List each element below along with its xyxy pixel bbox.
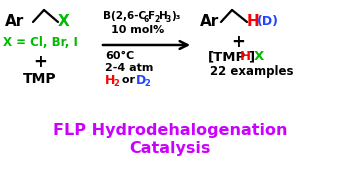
Text: ]: ] xyxy=(248,50,254,64)
Text: 6: 6 xyxy=(143,15,148,23)
Text: or: or xyxy=(118,75,139,85)
Text: B(2,6-C: B(2,6-C xyxy=(103,11,146,21)
Text: 10 mol%: 10 mol% xyxy=(111,25,164,35)
Text: TMP: TMP xyxy=(23,72,57,86)
Text: Ar: Ar xyxy=(200,15,219,29)
Text: Catalysis: Catalysis xyxy=(129,140,211,156)
Text: +: + xyxy=(231,33,245,51)
Text: D: D xyxy=(136,74,146,87)
Text: 2-4 atm: 2-4 atm xyxy=(105,63,153,73)
Text: 3: 3 xyxy=(166,15,171,23)
Text: 22 examples: 22 examples xyxy=(210,66,293,78)
Text: H: H xyxy=(240,50,251,64)
Text: 2: 2 xyxy=(144,78,150,88)
Text: 2: 2 xyxy=(154,15,159,23)
Text: 60°C: 60°C xyxy=(105,51,134,61)
Text: H: H xyxy=(159,11,168,21)
Text: H: H xyxy=(247,15,260,29)
Text: FLP Hydrodehalogenation: FLP Hydrodehalogenation xyxy=(53,122,287,138)
Text: )₃: )₃ xyxy=(171,11,181,21)
Text: 2: 2 xyxy=(113,78,119,88)
Text: [TMP: [TMP xyxy=(208,50,246,64)
Text: H: H xyxy=(105,74,115,87)
Text: (D): (D) xyxy=(257,15,279,29)
Text: Ar: Ar xyxy=(5,15,24,29)
Text: X = Cl, Br, I: X = Cl, Br, I xyxy=(3,36,78,49)
Text: +: + xyxy=(33,53,47,71)
Text: X: X xyxy=(254,50,264,64)
Text: X: X xyxy=(58,15,70,29)
Text: F: F xyxy=(148,11,155,21)
